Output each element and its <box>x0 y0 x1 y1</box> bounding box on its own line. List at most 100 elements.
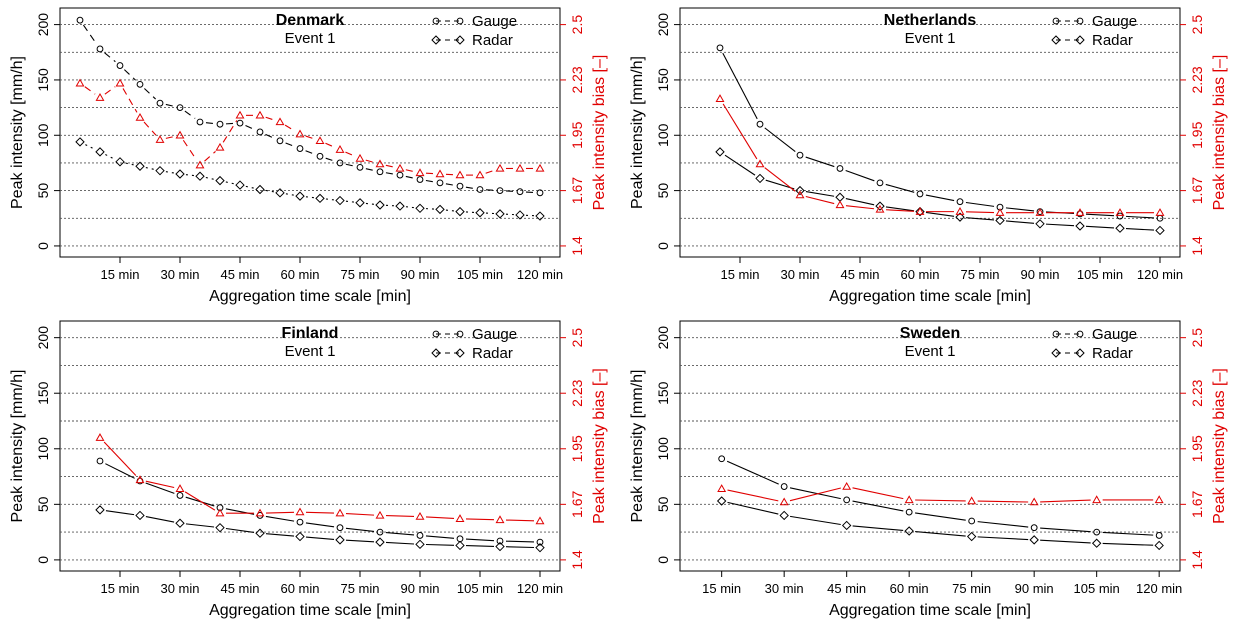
series-segment <box>365 202 375 205</box>
series-segment <box>789 487 841 500</box>
legend-item-radar: Radar <box>1051 32 1133 49</box>
series-segment <box>1040 499 1091 503</box>
data-point <box>779 497 789 506</box>
series-segment <box>123 69 137 81</box>
data-point <box>995 208 1005 216</box>
y2-tick-label: 1.4 <box>569 236 585 256</box>
series-segment <box>845 197 875 206</box>
series-segment <box>724 154 756 176</box>
x-tick-label: 60 min <box>280 267 319 282</box>
series-segment <box>1102 531 1154 536</box>
data-point <box>1092 495 1102 504</box>
series-segment <box>1045 223 1075 227</box>
data-point <box>1116 212 1124 220</box>
series-segment <box>225 181 235 185</box>
data-point <box>1155 208 1165 216</box>
x-tick-label: 15 min <box>100 581 139 596</box>
series-segment <box>885 183 915 193</box>
legend-marker <box>455 35 465 45</box>
legend-label: Gauge <box>472 326 517 343</box>
data-point <box>215 142 225 151</box>
data-point <box>795 190 805 199</box>
y-tick-label: 200 <box>35 13 51 37</box>
series-segment <box>1125 215 1155 219</box>
legend-marker <box>1076 17 1084 25</box>
x-tick-label: 45 min <box>840 267 879 282</box>
series-segment <box>365 159 375 163</box>
data-point <box>1035 219 1045 229</box>
data-point <box>1029 497 1039 506</box>
series-segment <box>845 205 875 210</box>
legend-marker <box>456 17 464 25</box>
y2-tick-label: 1.4 <box>569 550 585 570</box>
data-point <box>495 541 505 552</box>
data-point <box>275 188 285 198</box>
series-segment <box>222 120 238 143</box>
y-tick-label: 150 <box>655 68 671 92</box>
series-segment <box>165 171 175 174</box>
legend-item-radar: Radar <box>1051 345 1133 362</box>
series-segment <box>82 24 98 45</box>
series-segment <box>165 103 175 107</box>
data-point <box>495 515 505 524</box>
data-point <box>455 514 465 522</box>
data-point <box>375 510 385 519</box>
y2-axis-label: Peak intensity bias [–] <box>1211 55 1228 211</box>
legend-marker <box>431 348 441 358</box>
data-point <box>376 168 384 176</box>
series-segment <box>265 133 275 139</box>
panel-subtitle: Event 1 <box>285 30 336 47</box>
data-point <box>455 206 465 217</box>
series-segment <box>105 463 135 479</box>
data-point <box>196 118 204 126</box>
data-point <box>495 209 505 219</box>
series-segment <box>385 532 415 536</box>
data-point <box>355 198 365 208</box>
series-segment <box>465 518 495 521</box>
series-segment <box>265 189 275 193</box>
panel-subtitle: Event 1 <box>285 343 336 360</box>
data-point <box>315 136 325 144</box>
data-point <box>496 187 504 195</box>
chart-panel-2: 0 50 100 150 200 1.4 1.67 1.95 2.23 2.5 15 min 30 m… <box>629 7 1228 305</box>
y2-tick-label: 1.67 <box>569 177 585 204</box>
data-point <box>1115 208 1125 216</box>
legend-item-radar: Radar <box>431 32 513 49</box>
data-point <box>355 153 365 162</box>
data-point <box>916 190 924 198</box>
legend-marker <box>1052 330 1060 338</box>
series-segment <box>1040 527 1091 533</box>
x-tick-label: 105 min <box>457 267 503 282</box>
series-segment <box>465 545 495 547</box>
series-segment <box>425 179 435 183</box>
data-point <box>717 484 727 492</box>
series-segment <box>727 501 779 515</box>
series-segment <box>205 122 215 125</box>
x-tick-label: 75 min <box>340 267 379 282</box>
y-tick-label: 150 <box>35 68 51 92</box>
x-tick-label: 105 min <box>457 581 503 596</box>
data-point <box>115 157 125 167</box>
y2-tick-label: 1.4 <box>1189 236 1205 256</box>
legend-marker <box>456 330 464 338</box>
y2-tick-label: 2.23 <box>569 379 585 406</box>
legend-marker <box>455 348 465 358</box>
data-point <box>76 16 84 24</box>
data-point <box>955 212 965 222</box>
legend-label: Radar <box>1092 345 1133 362</box>
y-tick-label: 50 <box>35 183 51 199</box>
data-point <box>315 193 325 204</box>
y-tick-label: 0 <box>35 242 51 250</box>
series-segment <box>245 185 255 189</box>
y-axis-label: Peak intensity [mm/h] <box>629 370 646 523</box>
data-point <box>416 532 424 539</box>
data-point <box>415 168 425 177</box>
series-segment <box>805 195 835 205</box>
y2-tick-label: 1.95 <box>569 121 585 148</box>
data-point <box>536 538 544 546</box>
data-point <box>905 508 913 516</box>
data-point <box>835 192 845 202</box>
data-point <box>336 159 344 167</box>
data-point <box>967 496 977 505</box>
data-point <box>156 99 164 107</box>
